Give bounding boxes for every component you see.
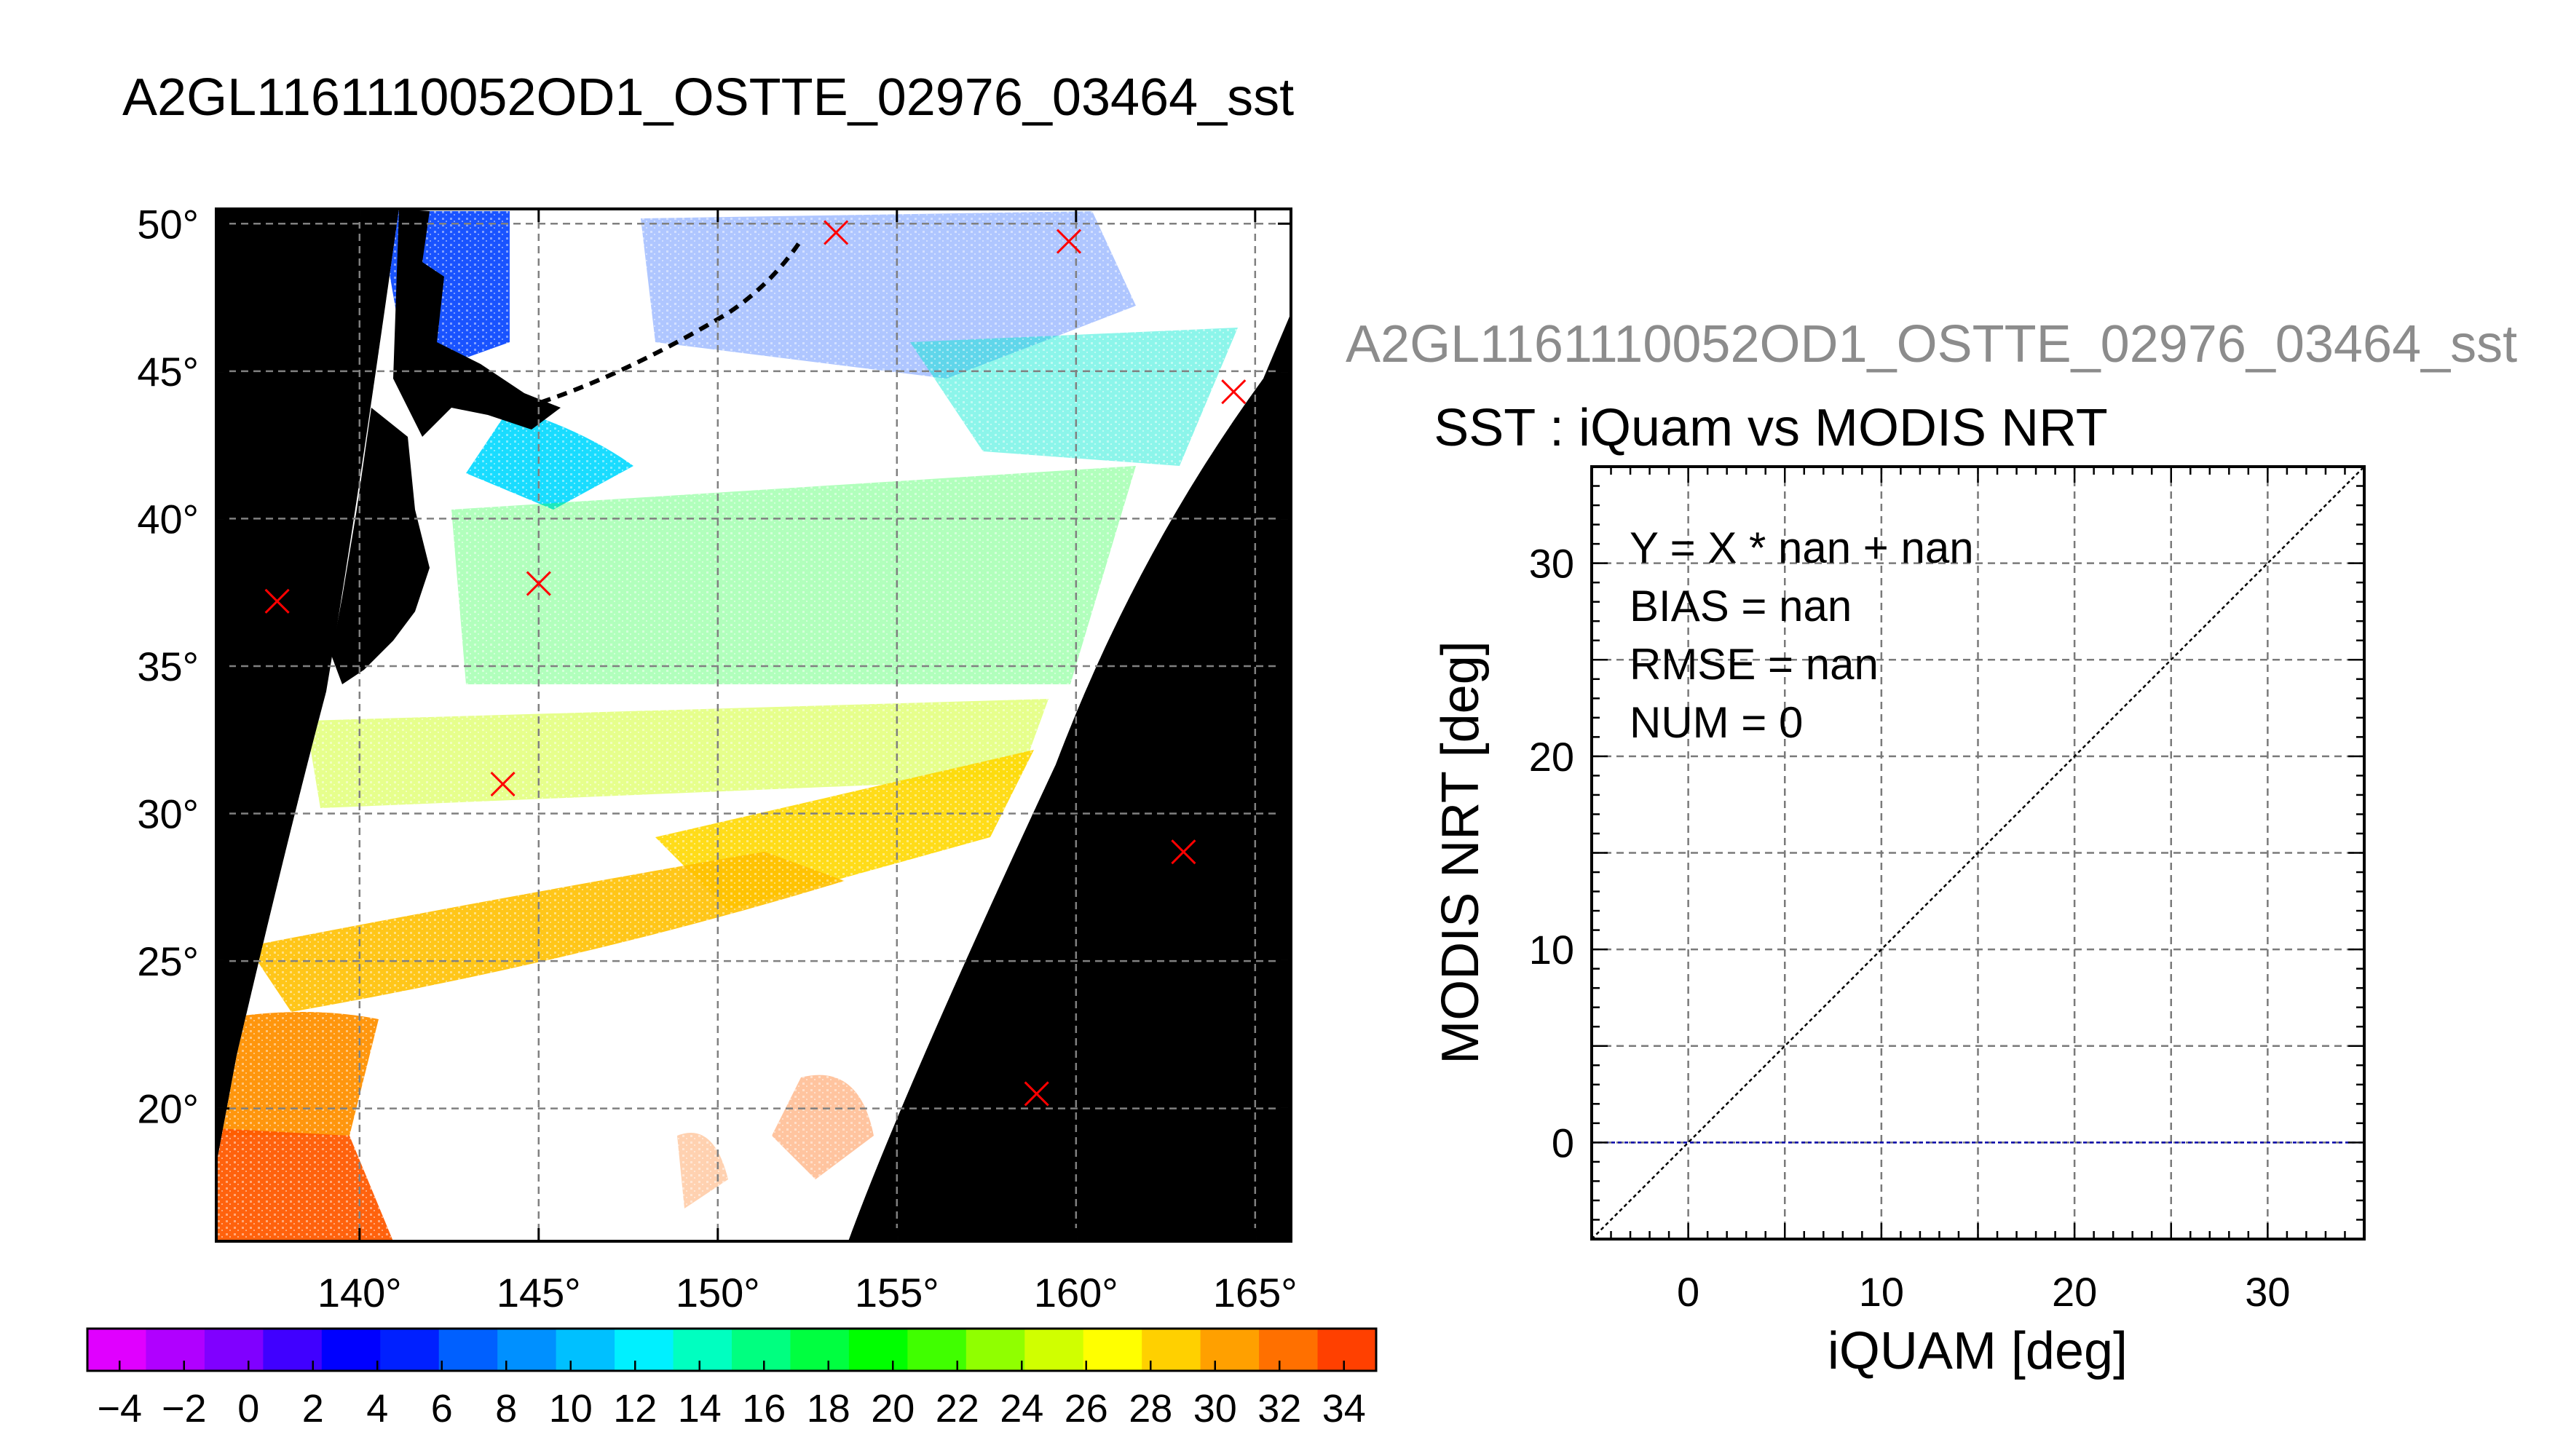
map-title: A2GL1161110052OD1_OSTTE_02976_03464_sst — [122, 68, 1294, 127]
colorbar-tick-label: 26 — [1065, 1387, 1108, 1431]
colorbar-tick-label: 4 — [366, 1387, 388, 1431]
colorbar-tick-label: 32 — [1257, 1387, 1301, 1431]
map-lon-tick-label: 145° — [497, 1270, 581, 1315]
scatter-x-tick-label: 20 — [2052, 1269, 2097, 1315]
scatter-reference-lines — [1591, 466, 2365, 1240]
sst-colorbar: −4 −2 0 2 4 6 8 10 12 14 16 18 20 22 24 26 28 30 32 34 — [86, 1327, 1378, 1431]
scatter-y-tick-label: 10 — [1529, 927, 1574, 973]
scatter-plot: 0 10 20 30 0 10 20 30 Y = X * nan + nan BIAS = n… — [1431, 465, 2366, 1380]
scatter-x-tick-label: 30 — [2245, 1269, 2290, 1315]
colorbar-tick-label: 10 — [549, 1387, 593, 1431]
station-marker — [824, 220, 849, 245]
colorbar-swatch — [615, 1329, 674, 1371]
colorbar-swatch — [146, 1329, 205, 1371]
land-honshu — [331, 408, 430, 684]
colorbar-swatch — [1259, 1329, 1319, 1371]
map-lon-tick-label: 140° — [317, 1270, 402, 1315]
colorbar-frame — [86, 1327, 1378, 1372]
station-marker — [1024, 1081, 1049, 1107]
station-marker — [1171, 839, 1196, 865]
scatter-x-label: iQUAM [deg] — [1828, 1322, 2128, 1380]
colorbar-swatch — [673, 1329, 732, 1371]
map-lon-tick-label: 160° — [1034, 1270, 1118, 1315]
colorbar-swatch — [204, 1329, 264, 1371]
colorbar-tick-label: 34 — [1322, 1387, 1366, 1431]
colorbar-tick-label: 20 — [871, 1387, 915, 1431]
scatter-stat-text: Y = X * nan + nan — [1630, 523, 1974, 572]
colorbar-swatch — [1142, 1329, 1201, 1371]
station-marker — [490, 771, 516, 797]
colorbar-swatch — [790, 1329, 850, 1371]
colorbar-swatch — [556, 1329, 615, 1371]
colorbar-swatch — [732, 1329, 791, 1371]
scatter-y-tick-label: 20 — [1529, 734, 1574, 780]
map-frame — [215, 207, 1292, 1243]
reference-line-identity — [1591, 466, 2365, 1240]
map-lat-tick-label: 45° — [137, 349, 199, 395]
colorbar-tick-label: 12 — [613, 1387, 657, 1431]
colorbar-swatch — [1083, 1329, 1142, 1371]
map-lon-tick-label: 150° — [676, 1270, 760, 1315]
map-graticule — [216, 209, 1291, 1241]
map-panel: 140° 145° 150° 155° 160° 165° 20° 25° 30° 35° 40° 4… — [137, 201, 1297, 1315]
colorbar-tick-label: 22 — [936, 1387, 979, 1431]
colorbar-tick-label: 2 — [302, 1387, 324, 1431]
colorbar-tick-label: 24 — [1000, 1387, 1043, 1431]
colorbar-tick-label: 6 — [431, 1387, 453, 1431]
colorbar-tick-label: 18 — [807, 1387, 850, 1431]
colorbar-tick-label: −2 — [162, 1387, 207, 1431]
land-hokkaido — [393, 209, 561, 437]
colorbar-swatch — [965, 1329, 1025, 1371]
colorbar-tick-label: 28 — [1129, 1387, 1172, 1431]
station-marker — [1056, 229, 1082, 254]
colorbar-swatch — [497, 1329, 557, 1371]
colorbar-swatch — [1317, 1329, 1377, 1371]
station-marker — [1221, 379, 1247, 405]
colorbar-swatch — [438, 1329, 498, 1371]
colorbar-tick-label: 16 — [742, 1387, 786, 1431]
map-lat-tick-label: 30° — [137, 791, 199, 837]
map-lon-tick-label: 165° — [1213, 1270, 1298, 1315]
scatter-stat-text: BIAS = nan — [1630, 582, 1852, 630]
station-marker — [526, 571, 551, 596]
colorbar-tick-label: −4 — [97, 1387, 142, 1431]
colorbar-swatch — [1200, 1329, 1260, 1371]
map-axis-ticks: 140° 145° 150° 155° 160° 165° 20° 25° 30° 35° 40° 4… — [137, 201, 1297, 1315]
scatter-annotations: Y = X * nan + nan BIAS = nan RMSE = nan NUM… — [1630, 523, 1974, 747]
station-marker — [264, 588, 290, 614]
colorbar-tick-label: 8 — [495, 1387, 517, 1431]
land-kurils — [524, 239, 803, 410]
scatter-y-label: MODIS NRT [deg] — [1431, 641, 1490, 1064]
map-lat-tick-label: 50° — [137, 201, 199, 247]
station-markers — [264, 220, 1247, 1107]
scatter-y-tick-label: 30 — [1529, 541, 1574, 587]
scatter-stat-text: NUM = 0 — [1630, 698, 1803, 747]
scatter-axis-ticks: 0 10 20 30 0 10 20 30 — [1529, 465, 2366, 1315]
colorbar-swatch — [848, 1329, 908, 1371]
colorbar-swatch — [87, 1329, 146, 1371]
colorbar-tick-label: 30 — [1193, 1387, 1237, 1431]
map-lon-tick-label: 155° — [855, 1270, 939, 1315]
colorbar-swatch — [321, 1329, 381, 1371]
scatter-header: A2GL1161110052OD1_OSTTE_02976_03464_sst — [1346, 315, 2517, 373]
scatter-x-tick-label: 0 — [1677, 1269, 1699, 1315]
map-lat-tick-label: 25° — [137, 938, 199, 984]
scatter-y-tick-label: 0 — [1552, 1120, 1574, 1166]
colorbar-tick-label: 0 — [237, 1387, 259, 1431]
scatter-title: SST : iQuam vs MODIS NRT — [1434, 399, 2108, 457]
scatter-stat-text: RMSE = nan — [1630, 640, 1879, 689]
scatter-x-tick-label: 10 — [1859, 1269, 1904, 1315]
colorbar-tick-label: 14 — [678, 1387, 722, 1431]
map-lat-tick-label: 20° — [137, 1086, 199, 1132]
map-lat-tick-label: 40° — [137, 496, 199, 542]
map-lat-tick-label: 35° — [137, 644, 199, 689]
colorbar-swatch — [380, 1329, 440, 1371]
colorbar-swatch — [1024, 1329, 1084, 1371]
